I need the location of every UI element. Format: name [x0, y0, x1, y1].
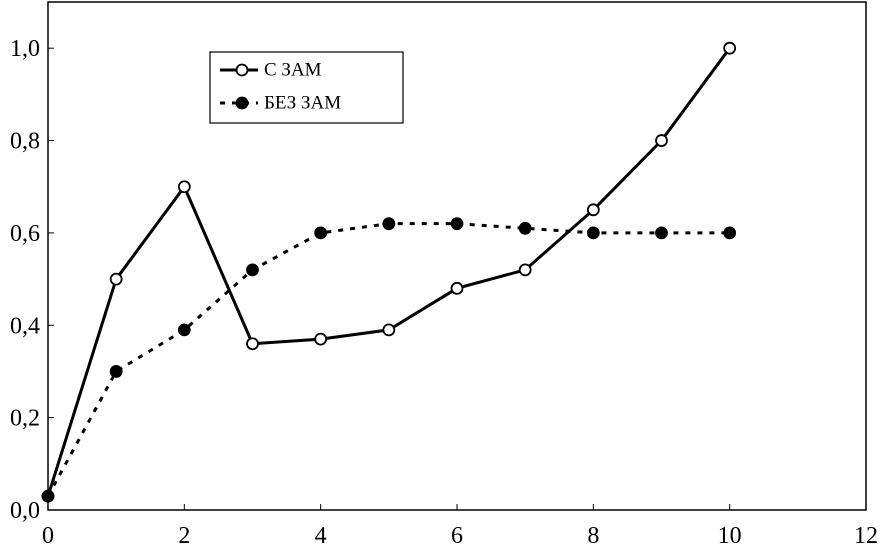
data-point	[109, 365, 123, 378]
data-point	[586, 226, 600, 240]
x-tick-label: 6	[451, 523, 463, 549]
data-point	[177, 323, 191, 337]
data-point	[177, 180, 191, 194]
data-point	[723, 226, 737, 240]
x-tick-label: 8	[587, 523, 599, 549]
data-point	[41, 489, 55, 503]
y-tick-label: 0,2	[10, 406, 40, 432]
data-point	[655, 226, 668, 240]
data-point	[518, 221, 532, 235]
y-tick-label: 0,4	[10, 313, 40, 339]
data-point	[586, 203, 600, 217]
data-point	[450, 217, 464, 231]
data-point	[314, 226, 328, 240]
y-tick-label: 0,0	[10, 498, 40, 524]
data-point	[655, 134, 668, 147]
legend-marker	[235, 96, 249, 110]
y-tick-label: 0,6	[10, 221, 40, 247]
x-tick-label: 2	[178, 523, 190, 549]
data-point	[314, 332, 328, 346]
plot-frame	[47, 1, 867, 511]
data-point	[450, 281, 464, 295]
data-point	[518, 263, 532, 277]
legend-marker	[235, 63, 249, 77]
data-point	[382, 217, 396, 231]
data-point	[723, 41, 737, 55]
x-tick-label: 4	[315, 523, 327, 549]
y-tick-label: 1,0	[10, 36, 40, 62]
data-point	[246, 263, 259, 277]
legend-label: С ЗАМ	[264, 59, 322, 80]
y-tick-label: 0,8	[10, 129, 40, 155]
x-tick-label: 12	[854, 523, 878, 549]
x-tick-label: 0	[42, 523, 54, 549]
data-point	[246, 337, 259, 351]
x-tick-label: 10	[718, 523, 742, 549]
data-point	[109, 272, 123, 286]
data-point	[382, 323, 396, 337]
legend-label: БЕЗ ЗАМ	[264, 92, 341, 113]
series-line	[46, 222, 730, 497]
